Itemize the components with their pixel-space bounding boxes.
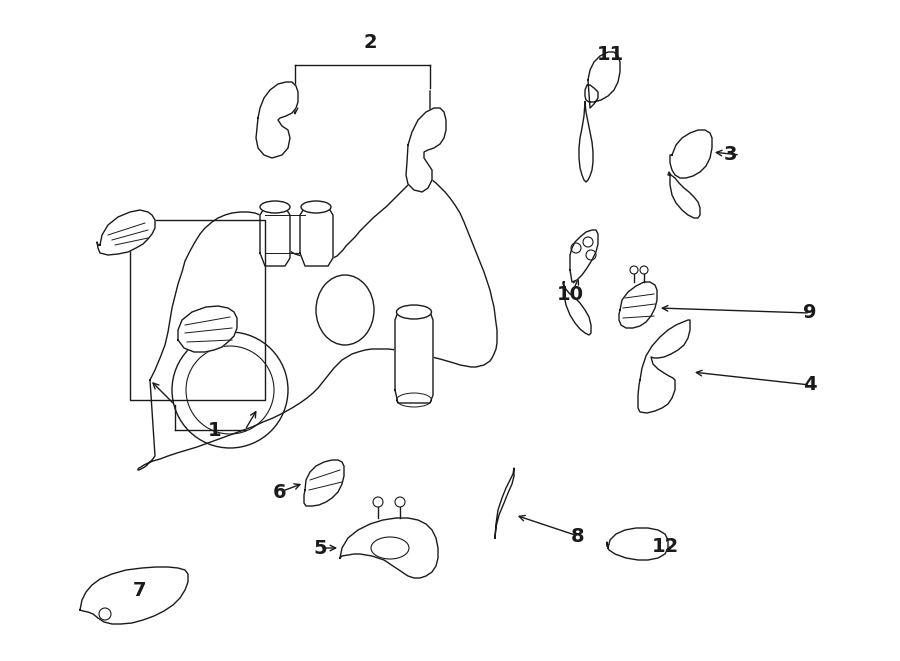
Polygon shape [607,528,668,560]
Text: 8: 8 [572,527,585,545]
Polygon shape [668,172,700,218]
Circle shape [373,497,383,507]
Text: 11: 11 [597,46,624,65]
Text: 12: 12 [652,537,679,557]
Polygon shape [563,282,591,335]
Polygon shape [570,230,598,282]
Polygon shape [670,130,712,178]
Polygon shape [260,207,290,266]
Text: 4: 4 [803,375,817,395]
Text: 7: 7 [133,580,147,600]
Text: 10: 10 [556,286,583,305]
Text: 1: 1 [208,420,221,440]
Text: 3: 3 [724,145,737,165]
Polygon shape [138,176,497,470]
Polygon shape [638,320,690,413]
Polygon shape [304,460,344,506]
Circle shape [395,497,405,507]
Polygon shape [495,468,514,538]
Polygon shape [579,102,593,182]
Text: 6: 6 [274,483,287,502]
Polygon shape [619,282,657,328]
Polygon shape [340,518,438,578]
Text: 5: 5 [313,539,327,557]
Circle shape [630,266,638,274]
Ellipse shape [301,201,331,213]
Polygon shape [406,108,446,192]
Ellipse shape [260,201,290,213]
Polygon shape [395,312,433,403]
Polygon shape [80,567,188,624]
Polygon shape [97,210,155,255]
Polygon shape [300,207,333,266]
Text: 2: 2 [364,32,377,52]
Circle shape [640,266,648,274]
Text: 9: 9 [803,303,817,323]
Ellipse shape [397,305,431,319]
Polygon shape [256,82,298,158]
Polygon shape [178,306,237,352]
Polygon shape [585,52,620,108]
